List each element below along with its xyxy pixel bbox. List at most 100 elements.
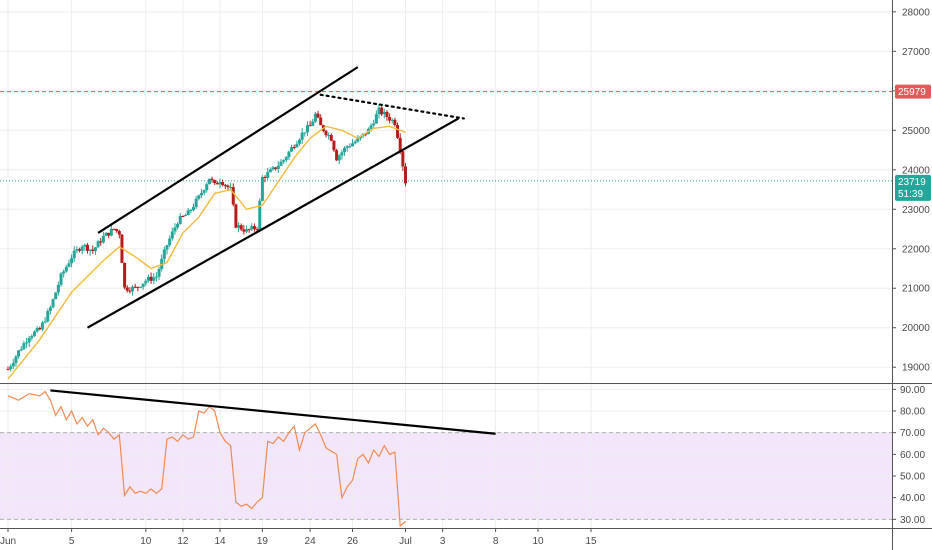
candle-body [128,290,132,292]
candle-body [86,244,89,251]
candle-body [308,125,312,127]
candle-body [356,138,360,142]
candle-body [213,180,217,184]
candle-body [377,107,381,115]
candle-body [247,229,251,231]
candle-body [348,146,352,148]
candle-body [149,276,153,281]
candle-body [372,123,376,126]
price-tick-label: 28000 [902,7,930,18]
candle-body [25,342,29,344]
time-tick-label: 26 [347,536,359,547]
candle-body [51,299,55,308]
time-tick-label: 15 [585,536,597,547]
candle-body [40,322,44,330]
candle-body [239,225,243,230]
trendline-descending-top [319,93,465,120]
candle-body [33,331,36,337]
time-tick-label: 10 [140,536,152,547]
price-tick-label: 21000 [902,284,930,295]
time-tick-label: Jul [399,536,412,547]
resistance-price-tag [895,84,931,99]
candle-body [30,336,34,339]
candle-body [117,231,121,235]
candle-body [340,152,344,156]
candle-body [231,187,235,205]
candle-body [295,143,299,148]
candle-body [186,210,190,216]
time-tick-label: 8 [493,536,499,547]
rsi-tick-label: 80.00 [900,407,925,418]
candle-body [83,244,87,247]
candle-body [146,276,150,281]
candle-body [70,258,74,264]
candle-body [364,133,368,135]
rsi-line [7,390,406,528]
candle-body [298,139,301,144]
candle-body [38,328,42,330]
candle-body [170,231,174,239]
candle-body [59,273,63,285]
rsi-tick-label: 30.00 [900,515,925,526]
candle-body [93,247,97,252]
candle-body [197,195,201,199]
time-tick-label: 10 [532,536,544,547]
candle-body [91,249,95,252]
candle-body [329,135,333,141]
candle-body [229,187,233,189]
candle-body [311,121,315,126]
candle-body [351,143,354,147]
candle-body [276,165,280,169]
candle-body [109,228,113,236]
trendline-lower-channel [86,117,460,329]
candle-body [144,280,148,284]
price-tick-label: 24000 [902,165,930,176]
price-tick-label: 23000 [902,205,930,216]
candle-body [282,160,286,162]
candle-body [290,147,294,152]
candle-body [207,178,211,185]
candle-body [337,155,341,161]
price-tick-label: 25000 [902,126,930,137]
candle-body [96,241,100,248]
candle-body [242,229,246,232]
candle-body [27,338,31,343]
time-tick-label: 3 [440,536,446,547]
candle-body [380,107,384,115]
candle-body [263,176,267,178]
rsi-tick-label: 90.00 [900,385,925,396]
candle-body [131,286,135,292]
candle-body [178,216,182,224]
candle-body [274,167,278,169]
candle-body [56,284,60,293]
candle-body [369,125,373,129]
candle-body [107,232,111,236]
price-tick-label: 22000 [902,244,930,255]
candle-body [35,328,39,332]
resistance-price-label: 25979 [898,87,926,98]
candle-body [305,125,309,133]
candle-body [324,130,328,136]
rsi-tick-label: 40.00 [900,493,925,504]
candle-body [374,114,378,124]
candle-body [398,137,402,152]
candle-body [388,117,392,121]
candle-body [101,235,105,243]
candle-body [300,132,304,140]
candle-body [245,229,248,232]
candle-body [6,369,10,371]
candle-body [292,147,296,149]
candle-body [234,204,238,228]
candle-body [88,249,92,251]
bar-countdown-label: 51:39 [898,189,923,200]
candle-body [62,271,66,274]
trendline-rsi-divergence [50,389,496,435]
candle-body [139,286,142,288]
candle-body [313,113,317,122]
candle-body [223,185,227,187]
candle-body [343,147,347,153]
candle-body [194,198,198,208]
candle-body [99,241,103,243]
time-tick-label: 12 [177,536,189,547]
